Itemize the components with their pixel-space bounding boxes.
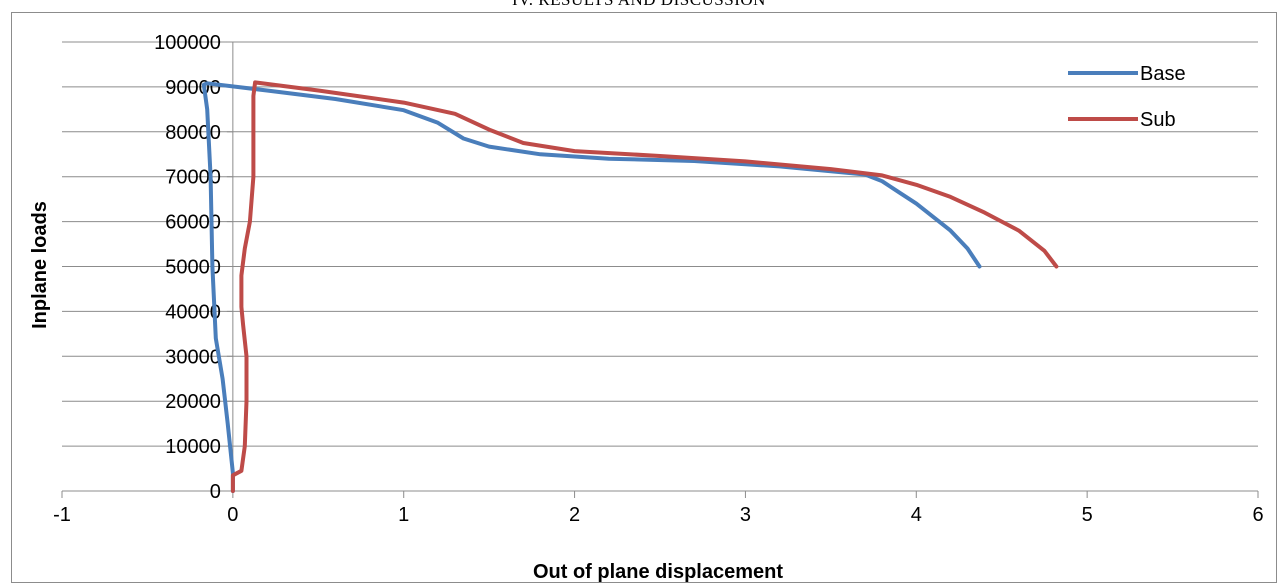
legend-label-sub: Sub xyxy=(1140,109,1176,131)
x-tick-label: 6 xyxy=(1252,504,1263,526)
x-axis-title: Out of plane displacement xyxy=(533,561,783,583)
y-axis-title: Inplane loads xyxy=(29,201,51,329)
y-tick-label: 40000 xyxy=(165,301,221,323)
x-tick-labels: -1 0 1 2 3 4 5 6 xyxy=(53,504,1263,526)
x-tick-label: 4 xyxy=(911,504,922,526)
y-tick-label: 100000 xyxy=(154,32,221,54)
y-tick-label: 70000 xyxy=(165,167,221,189)
page-heading: IV. RESULTS AND DISCUSSION xyxy=(0,0,1278,10)
series-line-sub xyxy=(230,80,1059,493)
y-tick-label: 30000 xyxy=(165,346,221,368)
y-tick-label: 0 xyxy=(210,481,221,503)
legend: Base Sub xyxy=(1068,63,1186,131)
x-tick-label: 1 xyxy=(398,504,409,526)
y-tick-label: 80000 xyxy=(165,122,221,144)
y-tick-label: 50000 xyxy=(165,257,221,279)
series-lines xyxy=(201,80,1059,493)
x-tick-label: 5 xyxy=(1082,504,1093,526)
x-tick-label: 0 xyxy=(227,504,238,526)
x-tick-label: 2 xyxy=(569,504,580,526)
legend-label-base: Base xyxy=(1140,63,1186,85)
y-tick-label: 20000 xyxy=(165,391,221,413)
grid-lines xyxy=(62,41,1258,447)
y-tick-label: 90000 xyxy=(165,77,221,99)
chart-frame xyxy=(11,12,1277,583)
series-line-base xyxy=(201,81,982,493)
y-tick-label: 60000 xyxy=(165,212,221,234)
x-tick-label: -1 xyxy=(53,504,71,526)
x-tick-label: 3 xyxy=(740,504,751,526)
y-tick-label: 10000 xyxy=(165,436,221,458)
y-tick-labels: 0 10000 20000 30000 40000 50000 60000 70000 8000… xyxy=(154,32,221,503)
